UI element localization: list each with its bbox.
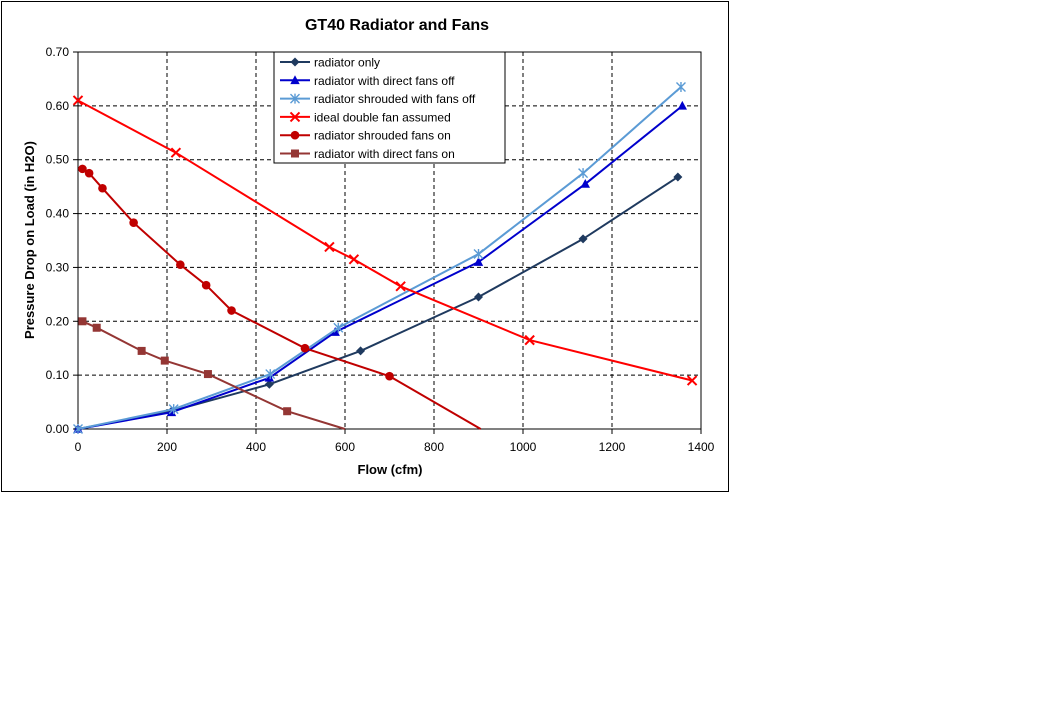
x-axis-label: Flow (cfm): [358, 462, 423, 477]
series-5: [78, 164, 482, 430]
series-3: [73, 82, 686, 434]
series-line: [81, 168, 482, 430]
data-point: [356, 346, 366, 356]
legend-marker: [290, 130, 300, 140]
legend-marker: [290, 57, 300, 67]
legend-item: radiator with direct fans off: [280, 74, 455, 88]
data-point: [473, 248, 484, 259]
data-point: [168, 404, 179, 415]
data-point: [578, 168, 589, 179]
legend-label: radiator shrouded with fans off: [314, 92, 476, 106]
data-point: [578, 234, 588, 244]
legend-item: radiator only: [280, 56, 380, 70]
y-tick-label: 0.20: [46, 314, 70, 328]
legend-marker: [291, 149, 299, 158]
series-4: [72, 95, 698, 386]
data-point: [203, 370, 212, 379]
data-point: [129, 218, 138, 228]
data-point: [677, 100, 688, 110]
data-point: [473, 257, 484, 266]
legend-label: radiator with direct fans off: [314, 74, 455, 88]
data-point: [385, 371, 394, 381]
x-tick-label: 200: [157, 440, 177, 454]
series-line: [77, 176, 679, 430]
legend-label: ideal double fan assumed: [314, 110, 451, 124]
data-point: [84, 168, 94, 178]
legend-item: radiator shrouded fans on: [280, 129, 451, 143]
data-point: [72, 95, 84, 106]
chart: GT40 Radiator and Fans Flow (cfm) Pressu…: [22, 17, 715, 477]
y-tick-label: 0.50: [46, 153, 70, 167]
series-1: [73, 172, 683, 434]
data-point: [264, 379, 274, 389]
x-tick-label: 400: [246, 440, 266, 454]
series-6: [78, 317, 346, 430]
axes: 0 200 400 600 800 1000 1200 1400 0.00 0.10 0.20 0.3…: [46, 45, 715, 454]
y-tick-label: 0.10: [46, 368, 70, 382]
legend-marker: [289, 111, 301, 123]
legend-marker: [290, 75, 300, 85]
data-point: [78, 164, 87, 174]
data-point: [265, 369, 276, 380]
y-tick-label: 0.40: [46, 207, 70, 221]
data-point: [78, 317, 87, 326]
data-point: [227, 306, 236, 315]
x-tick-label: 1400: [688, 440, 715, 454]
data-point: [98, 183, 107, 193]
legend-box: [273, 51, 506, 164]
data-point: [264, 372, 275, 382]
legend-marker: [290, 93, 300, 104]
data-point: [675, 82, 686, 93]
data-point: [300, 343, 310, 353]
data-point: [524, 334, 535, 346]
data-point: [73, 424, 83, 434]
y-tick-label: 0.00: [46, 422, 70, 436]
data-point: [176, 260, 185, 270]
x-tick-label: 0: [75, 440, 82, 454]
data-point: [333, 322, 344, 333]
data-point: [283, 407, 292, 416]
y-tick-label: 0.60: [46, 99, 70, 113]
data-point: [580, 178, 590, 188]
data-point: [137, 346, 146, 355]
y-tick-label: 0.30: [46, 260, 70, 274]
y-tick-label: 0.70: [46, 45, 70, 59]
data-point: [92, 323, 101, 332]
data-point: [673, 172, 683, 182]
data-point: [324, 241, 335, 253]
data-point: [686, 375, 698, 386]
data-point: [160, 356, 169, 365]
chart-frame: GT40 Radiator and Fans Flow (cfm) Pressu…: [1, 1, 729, 492]
data-point: [201, 280, 211, 290]
legend-item: radiator shrouded with fans off: [280, 92, 476, 106]
legend-item: radiator with direct fans on: [280, 147, 455, 161]
legend-label: radiator with direct fans on: [314, 147, 455, 161]
legend-item: ideal double fan assumed: [280, 110, 451, 124]
legend: radiator only radiator with direct fans o…: [273, 51, 506, 164]
legend-label: radiator only: [314, 56, 380, 70]
chart-title: GT40 Radiator and Fans: [305, 17, 489, 34]
data-point: [395, 281, 406, 292]
series-layer: [72, 82, 698, 434]
legend-label: radiator shrouded fans on: [314, 129, 451, 143]
x-tick-label: 1200: [599, 440, 626, 454]
data-point: [170, 147, 182, 158]
data-point: [348, 254, 360, 265]
x-tick-label: 600: [335, 440, 355, 454]
x-tick-label: 800: [424, 440, 444, 454]
y-axis-label: Pressure Drop on Load (in H2O): [22, 141, 37, 339]
x-tick-label: 1000: [510, 440, 537, 454]
data-point: [474, 292, 483, 302]
